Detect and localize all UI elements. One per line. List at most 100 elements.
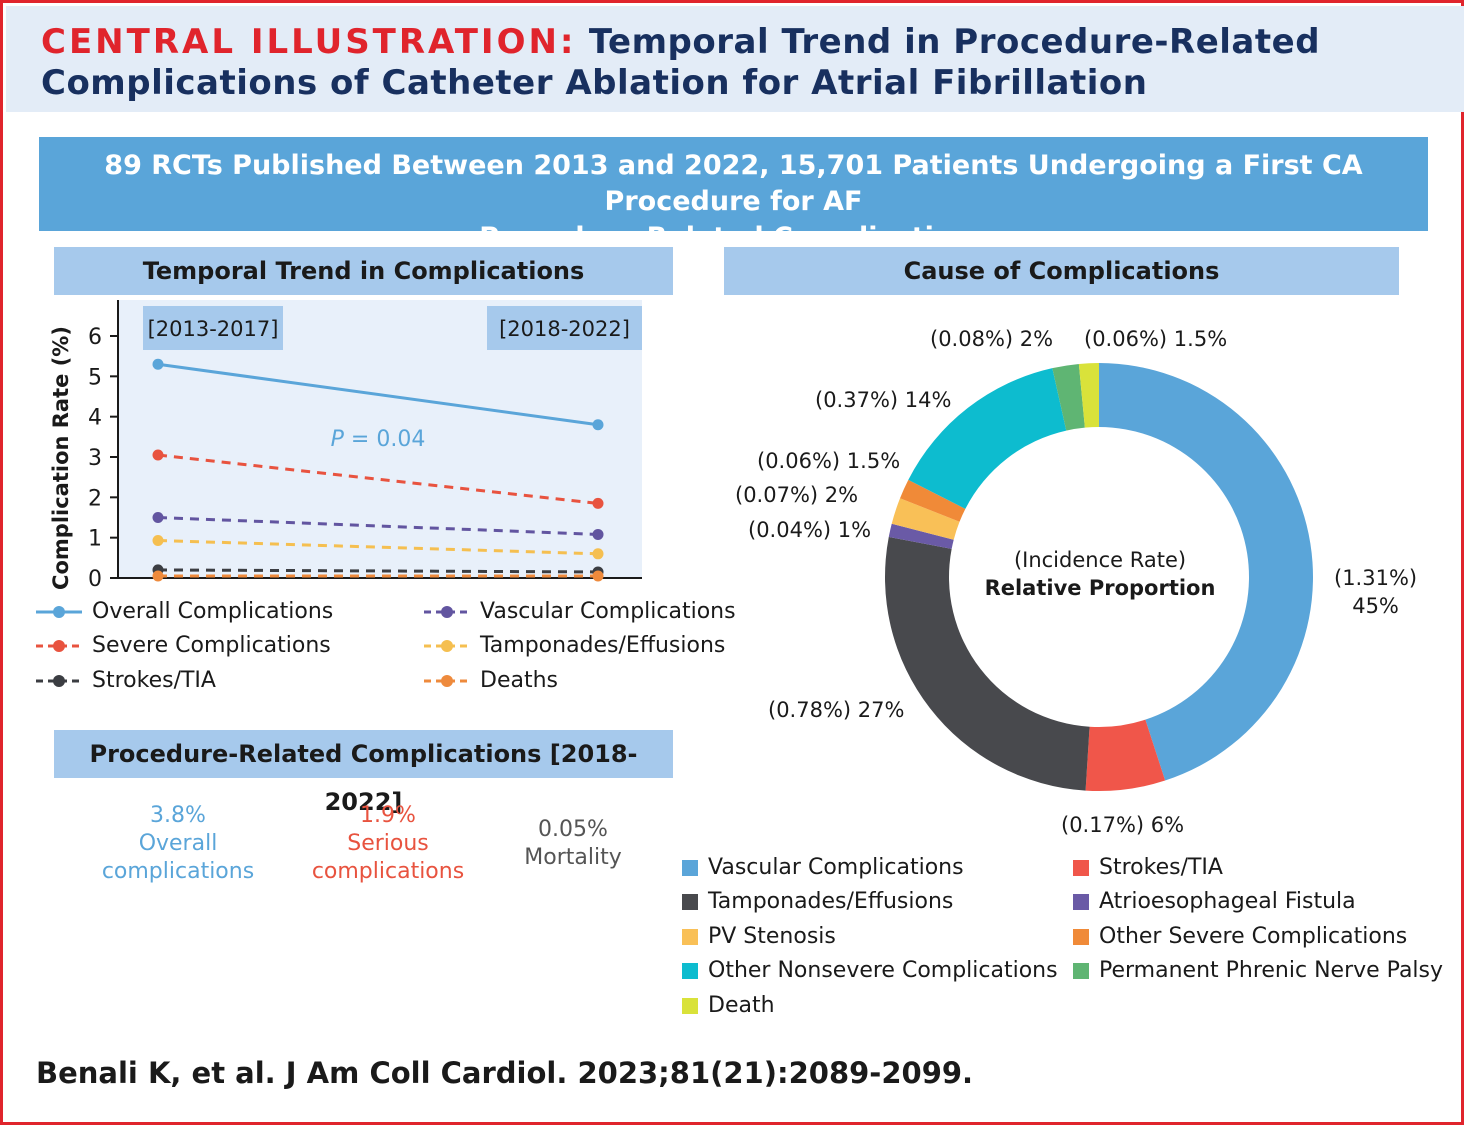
- series-line: [157, 453, 599, 505]
- legend-label: Other Severe Complications: [1099, 924, 1408, 949]
- data-point: [152, 570, 164, 582]
- legend-swatch-icon: [36, 640, 82, 652]
- legend-swatch-icon: [36, 675, 82, 687]
- legend-swatch-icon: [682, 894, 698, 910]
- header-title-part1: Temporal Trend in Procedure-Related: [588, 22, 1321, 62]
- slice-percent: 1.5%: [846, 449, 901, 473]
- legend-label: Atrioesophageal Fistula: [1099, 889, 1356, 914]
- slice-label-death: (0.06%) 1.5%: [1084, 325, 1227, 353]
- slice-label-strokes-tia: (0.17%) 6%: [1061, 811, 1184, 839]
- header-kicker: CENTRAL ILLUSTRATION:: [41, 22, 577, 62]
- procedure-panel-title: Procedure-Related Complications [2018-20…: [54, 730, 673, 816]
- legend-label: Permanent Phrenic Nerve Palsy: [1099, 958, 1444, 983]
- header-title-line2: Complications of Catheter Ablation for A…: [41, 63, 1148, 103]
- slice-percent: 1.5%: [1173, 327, 1228, 351]
- data-point: [152, 512, 164, 523]
- y-tick-label: 4: [88, 406, 102, 431]
- stat-serious: 1.9% Serious complications: [278, 802, 498, 886]
- legend-label: Vascular Complications: [480, 599, 736, 624]
- p-value-text: = 0.04: [344, 427, 425, 452]
- series-tamponades-effusions: [152, 534, 604, 560]
- data-point: [152, 449, 164, 461]
- legend-label: Vascular Complications: [708, 855, 964, 880]
- series-deaths: [152, 570, 604, 582]
- y-axis-title: Complication Rate (%): [49, 326, 73, 590]
- data-point: [592, 570, 604, 582]
- legend-swatch-icon: [682, 860, 698, 876]
- slice-rate: (0.04%): [748, 518, 832, 542]
- trend-chart: 0 1 2 3 4 5 6 Complication Rate (%) [2013-2017] […: [49, 300, 642, 592]
- legend-label: PV Stenosis: [708, 924, 836, 949]
- slice-percent: 2%: [1019, 327, 1054, 351]
- slice-rate: (0.06%): [1084, 327, 1168, 351]
- x-category-label: [2013-2017]: [148, 317, 279, 341]
- slice-rate: (0.07%): [735, 483, 819, 507]
- donut-center-line2: Relative Proportion: [984, 576, 1216, 600]
- donut-center-line1: (Incidence Rate): [1013, 548, 1187, 572]
- slice-label-tamponades-effusions: (0.78%) 27%: [768, 696, 904, 724]
- series-line: [157, 362, 599, 427]
- legend-swatch-icon: [1073, 929, 1089, 945]
- slice-label-atrioesophageal-fistula: (0.04%) 1%: [748, 516, 871, 544]
- y-tick-label: 1: [88, 527, 102, 552]
- data-point: [592, 497, 604, 509]
- stat-value: 3.8%: [150, 803, 206, 828]
- slice-percent: 1%: [837, 518, 872, 542]
- slice-rate: (0.78%): [768, 698, 852, 722]
- banner-line1: 89 RCTs Published Between 2013 and 2022,…: [104, 150, 1363, 217]
- p-value-annotation: P = 0.04: [331, 427, 426, 452]
- legend-swatch-icon: [1073, 860, 1089, 876]
- stat-value: 1.9%: [360, 803, 416, 828]
- slice-percent: 45%: [1352, 594, 1399, 618]
- legend-label: Strokes/TIA: [1099, 855, 1223, 880]
- data-point: [592, 528, 604, 540]
- stat-line1: Mortality: [524, 845, 622, 870]
- slice-label-other-nonsevere-complications: (0.37%) 14%: [815, 386, 951, 414]
- x-category-box: [487, 306, 642, 350]
- slice-rate: (0.06%): [757, 449, 841, 473]
- legend-label: Deaths: [480, 668, 558, 693]
- legend-label: Death: [708, 993, 775, 1018]
- header: CENTRAL ILLUSTRATION: Temporal Trend in …: [6, 6, 1464, 112]
- legend-swatch-icon: [1073, 963, 1089, 979]
- slice-percent: 27%: [857, 698, 905, 722]
- series-severe-complications: [152, 449, 604, 509]
- stat-line2: complications: [311, 859, 465, 884]
- cause-panel-title: Cause of Complications: [724, 247, 1399, 295]
- data-point: [152, 358, 164, 370]
- legend-label: Strokes/TIA: [92, 668, 216, 693]
- slice-percent: 2%: [824, 483, 859, 507]
- y-tick-label: 3: [88, 446, 102, 471]
- x-category-box: [143, 306, 283, 350]
- legend-swatch-icon: [682, 929, 698, 945]
- slice-label-vascular-complications: (1.31%) 45%: [1334, 564, 1417, 620]
- legend-label: Tamponades/Effusions: [480, 633, 726, 658]
- y-tick-label: 2: [88, 486, 102, 511]
- legend-swatch-icon: [424, 606, 470, 618]
- data-point: [592, 419, 604, 431]
- header-title-line1: CENTRAL ILLUSTRATION: Temporal Trend in …: [41, 22, 1320, 62]
- legend-swatch-icon: [424, 675, 470, 687]
- data-point: [152, 534, 164, 546]
- legend-swatch-icon: [682, 963, 698, 979]
- y-tick-label: 0: [88, 567, 102, 592]
- legend-label: Other Nonsevere Complications: [708, 958, 1058, 983]
- series-vascular-complications: [152, 512, 604, 540]
- slice-label-other-severe-complications: (0.06%) 1.5%: [757, 447, 900, 475]
- slice-rate: (0.17%): [1061, 813, 1145, 837]
- y-tick-label: 6: [88, 325, 102, 350]
- slice-rate: (0.37%): [815, 388, 899, 412]
- x-category-label: [2018-2022]: [499, 317, 630, 341]
- slice-percent: 6%: [1150, 813, 1185, 837]
- y-tick-label: 5: [88, 365, 102, 390]
- slice-rate: (1.31%): [1334, 566, 1418, 590]
- legend-swatch-icon: [1073, 894, 1089, 910]
- legend-label: Severe Complications: [92, 633, 331, 658]
- legend-label: Overall Complications: [92, 599, 334, 624]
- p-value-symbol: P: [331, 427, 345, 452]
- legend-label: Tamponades/Effusions: [708, 889, 954, 914]
- citation: Benali K, et al. J Am Coll Cardiol. 2023…: [36, 1056, 974, 1090]
- legend-swatch-icon: [682, 998, 698, 1014]
- stat-line1: Overall: [138, 831, 218, 856]
- slice-label-permanent-phrenic-nerve-palsy: (0.08%) 2%: [930, 325, 1053, 353]
